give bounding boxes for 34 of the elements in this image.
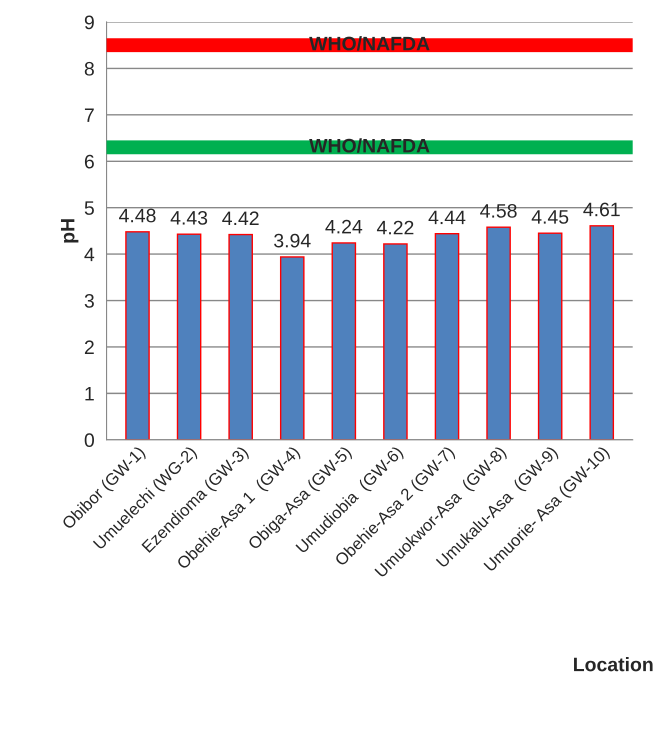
y-tick-label: 5 xyxy=(84,201,94,215)
bar xyxy=(228,234,253,440)
bar xyxy=(486,226,511,440)
y-tick-label: 1 xyxy=(85,387,94,400)
ref-line-label: WHO/NAFDA xyxy=(309,138,430,153)
bar xyxy=(589,225,614,440)
bar xyxy=(332,242,356,440)
bar xyxy=(538,232,562,440)
data-label: 4.22 xyxy=(376,220,414,234)
x-axis-title: Location xyxy=(574,657,653,672)
data-label: 4.45 xyxy=(532,210,568,224)
y-tick-label: 2 xyxy=(84,340,94,354)
bar xyxy=(280,256,305,440)
y-tick-label: 8 xyxy=(84,62,94,76)
ref-line-label: WHO/NAFDA xyxy=(309,36,430,51)
bar xyxy=(383,243,408,440)
data-label: 3.94 xyxy=(274,234,311,248)
bar xyxy=(125,231,150,440)
y-tick-label: 4 xyxy=(84,248,94,262)
y-tick-label: 9 xyxy=(84,15,94,30)
y-tick-label: 6 xyxy=(84,154,94,168)
data-label: 4.48 xyxy=(119,208,156,222)
y-tick-label: 0 xyxy=(84,433,94,448)
y-tick-label: 3 xyxy=(84,294,94,308)
data-label: 4.44 xyxy=(428,210,466,224)
data-label: 4.24 xyxy=(325,220,362,234)
y-tick-label: 7 xyxy=(84,108,94,122)
data-label: 4.43 xyxy=(170,210,208,225)
bar xyxy=(434,232,460,440)
data-label: 4.58 xyxy=(480,204,517,218)
bar xyxy=(176,233,202,440)
y-axis-title: pH xyxy=(60,219,78,243)
data-label: 4.61 xyxy=(583,202,620,216)
data-label: 4.42 xyxy=(222,211,259,226)
